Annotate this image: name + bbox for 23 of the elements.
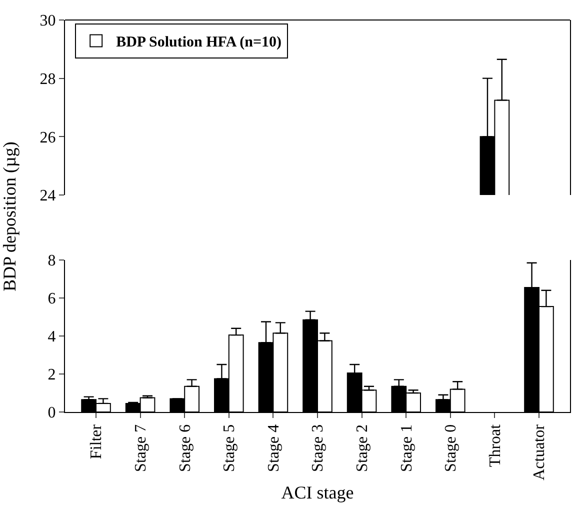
y-tick-label: 6	[48, 290, 56, 308]
x-tick-label: Stage 2	[354, 424, 371, 472]
y-tick-label: 2	[48, 366, 56, 384]
y-tick-label: 8	[48, 252, 56, 270]
x-tick-label: Stage 1	[398, 424, 416, 472]
y-tick-label: 24	[40, 188, 56, 205]
x-tick-label: Stage 6	[176, 424, 194, 472]
x-tick-label: Throat	[486, 424, 504, 468]
legend-label: BDP Solution HFA (n=10)	[116, 34, 282, 51]
x-tick-label: Stage 3	[310, 424, 327, 472]
x-tick-label: Stage 5	[221, 424, 238, 472]
y-tick-label: 26	[40, 129, 56, 146]
x-axis-title: ACI stage	[281, 482, 354, 502]
x-tick-label: Stage 4	[265, 424, 282, 472]
y-tick-label: 28	[40, 70, 56, 88]
x-tick-label: Stage 7	[132, 424, 150, 472]
x-tick-label: Actuator	[531, 424, 548, 480]
x-tick-label: Filter	[88, 424, 106, 460]
x-tick-label: Stage 0	[442, 424, 460, 472]
y-tick-label: 30	[40, 12, 56, 30]
y-tick-label: 0	[48, 404, 56, 422]
y-tick-label: 4	[48, 328, 56, 346]
y-axis-title: BDP deposition (µg)	[0, 142, 20, 292]
